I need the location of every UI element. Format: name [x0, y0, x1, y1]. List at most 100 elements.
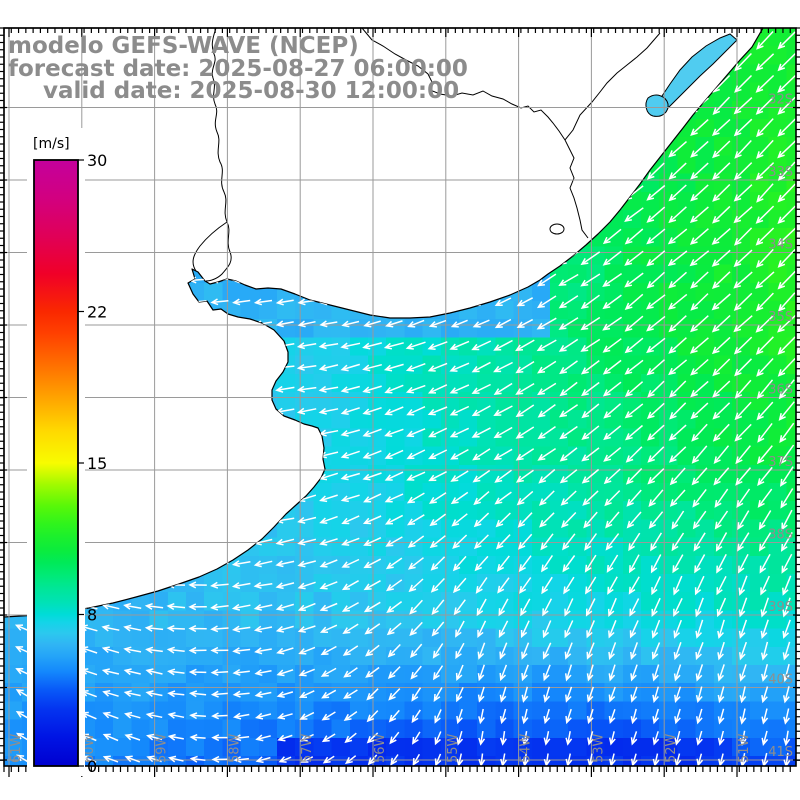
field-cell — [677, 555, 696, 575]
wind-arrow — [759, 553, 771, 574]
wind-arrow — [782, 641, 791, 661]
wind-arrow — [471, 405, 491, 417]
field-cell — [459, 719, 478, 739]
field-cell — [368, 646, 387, 666]
wind-arrow — [674, 730, 682, 746]
wind-arrow — [367, 754, 378, 766]
field-cell — [313, 519, 332, 538]
field-cell — [240, 756, 260, 767]
wind-arrow — [626, 489, 642, 507]
field-cell — [295, 392, 314, 411]
field-cell — [768, 646, 787, 666]
wind-arrow — [342, 645, 359, 656]
field-cell — [386, 392, 405, 411]
field-cell — [331, 446, 351, 466]
wind-arrow — [757, 445, 773, 465]
wind-arrow — [429, 513, 447, 527]
field-cell — [313, 592, 332, 611]
field-cell — [386, 501, 405, 520]
wind-arrow — [712, 205, 731, 224]
field-cell — [186, 628, 205, 648]
field-cell — [768, 410, 787, 429]
field-cell — [404, 537, 423, 557]
wind-arrow — [777, 53, 796, 72]
colorbar: [m/s] 30 22 15 8 0 — [27, 128, 107, 776]
field-cell — [713, 483, 733, 502]
wind-arrow — [475, 577, 488, 594]
wind-arrow — [541, 576, 553, 595]
wind-arrow — [515, 382, 535, 395]
field-cell — [513, 501, 533, 520]
field-cell — [695, 155, 715, 174]
wind-arrow — [498, 598, 509, 617]
wind-arrow — [565, 686, 573, 703]
wind-arrow — [761, 686, 769, 704]
field-cell — [550, 483, 569, 502]
wind-arrow — [646, 250, 666, 267]
wind-arrow — [210, 690, 228, 698]
field-cell — [204, 665, 223, 684]
wind-arrow — [518, 555, 532, 573]
field-cell — [568, 264, 587, 284]
wind-arrow — [318, 364, 339, 372]
field-cell — [750, 337, 769, 356]
wind-arrow — [564, 598, 574, 617]
field-cell — [695, 519, 715, 538]
wind-arrow — [624, 381, 644, 398]
wind-arrow — [296, 407, 317, 415]
field-cell — [404, 628, 423, 648]
wind-arrow — [449, 362, 470, 372]
field-cell — [204, 610, 223, 629]
field-cell — [750, 592, 769, 611]
wind-arrow — [582, 490, 599, 506]
wind-arrow — [558, 295, 579, 309]
wind-arrow — [733, 249, 753, 268]
field-cell — [732, 210, 751, 229]
field-cell — [586, 319, 605, 338]
field-cell — [695, 355, 715, 375]
field-cell — [531, 464, 551, 484]
field-cell — [750, 392, 769, 411]
field-cell — [586, 501, 605, 520]
field-cell — [331, 501, 351, 520]
field-cell — [240, 646, 260, 666]
field-cell — [750, 264, 769, 284]
wind-arrow — [521, 642, 530, 660]
field-cell — [113, 628, 132, 648]
wind-arrow — [388, 688, 401, 701]
wind-arrow — [713, 467, 730, 486]
wind-arrow — [757, 422, 773, 443]
wind-arrow — [496, 555, 510, 572]
wind-arrow — [253, 298, 273, 306]
wind-arrow — [452, 534, 468, 549]
wind-arrow — [385, 320, 403, 328]
wind-arrow — [647, 424, 665, 441]
field-cell — [786, 337, 797, 356]
field-cell — [641, 501, 660, 520]
wind-arrow — [456, 730, 464, 746]
field-cell — [386, 665, 405, 684]
field-cell — [732, 137, 751, 156]
field-cell — [786, 319, 797, 338]
wind-arrow — [608, 686, 616, 703]
wind-arrow — [340, 342, 361, 350]
wind-arrow — [515, 404, 535, 418]
wind-arrow — [276, 712, 293, 720]
wind-arrow — [409, 599, 423, 615]
wind-arrow — [777, 118, 796, 137]
field-cell — [513, 628, 533, 648]
wind-arrow — [671, 532, 685, 552]
wind-arrow — [429, 535, 446, 549]
field-cell — [677, 210, 696, 229]
field-cell — [586, 701, 605, 720]
field-cell — [240, 610, 260, 629]
wind-arrow — [123, 602, 142, 610]
field-cell — [641, 555, 660, 575]
field-cell — [531, 756, 551, 767]
wind-arrow — [647, 468, 665, 485]
field-cell — [677, 428, 696, 447]
wind-arrow — [493, 361, 513, 373]
wind-arrow — [777, 292, 796, 312]
field-cell — [732, 264, 751, 284]
field-cell — [750, 373, 769, 393]
